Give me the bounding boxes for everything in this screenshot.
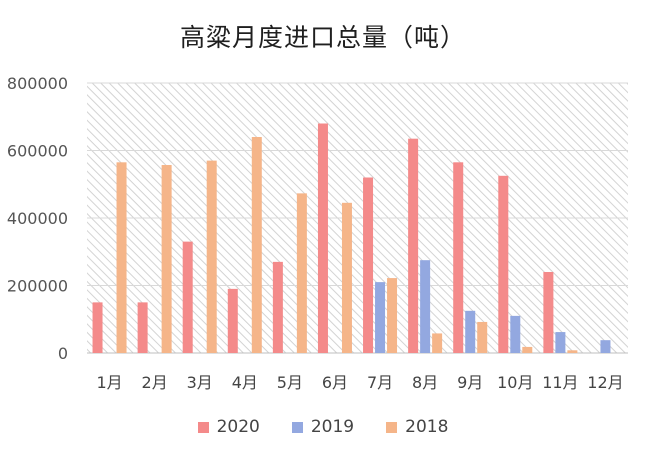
bar-2018-7 <box>387 278 398 353</box>
bar-2019-7 <box>375 282 386 353</box>
y-tick-label: 200000 <box>7 277 68 296</box>
bar-2020-11 <box>543 272 554 353</box>
legend-item-2018: 2018 <box>386 417 448 437</box>
bar-2018-1 <box>116 162 127 353</box>
bar-2020-4 <box>227 288 238 353</box>
x-tick-label: 3月 <box>187 373 213 392</box>
bar-2019-11 <box>555 332 566 353</box>
legend-label: 2020 <box>216 417 260 437</box>
x-tick-label: 11月 <box>542 373 578 392</box>
chart-title: 高粱月度进口总量（吨） <box>179 23 466 52</box>
y-tick-label: 600000 <box>7 142 68 161</box>
bar-2020-8 <box>408 138 419 353</box>
x-tick-label: 5月 <box>277 373 303 392</box>
bar-2018-3 <box>206 160 217 353</box>
bar-2020-5 <box>272 261 283 353</box>
bar-2018-8 <box>432 333 443 353</box>
bar-2018-4 <box>251 137 262 353</box>
x-tick-label: 10月 <box>497 373 533 392</box>
bar-2018-2 <box>161 165 172 353</box>
bar-2019-9 <box>465 310 476 353</box>
bar-2020-1 <box>92 302 103 353</box>
legend-swatch <box>386 421 398 433</box>
y-tick-label: 400000 <box>7 209 68 228</box>
bar-2018-6 <box>341 202 352 353</box>
chart-legend: 2020 2019 2018 <box>0 417 646 437</box>
legend-swatch <box>291 421 303 433</box>
bar-2020-10 <box>498 175 509 353</box>
y-tick-label: 800000 <box>7 74 68 93</box>
x-tick-label: 12月 <box>587 373 623 392</box>
bar-2020-9 <box>453 162 464 353</box>
bar-2020-2 <box>137 302 148 353</box>
y-tick-label: 0 <box>58 344 68 363</box>
x-tick-label: 4月 <box>232 373 258 392</box>
bar-2019-12 <box>600 340 611 353</box>
x-tick-label: 9月 <box>457 373 483 392</box>
bar-2019-10 <box>510 315 521 353</box>
bar-2018-5 <box>296 193 307 353</box>
legend-item-2019: 2019 <box>291 417 355 437</box>
bar-2018-9 <box>477 321 488 353</box>
bar-2019-8 <box>420 260 431 353</box>
x-tick-label: 2月 <box>142 373 168 392</box>
bar-chart: 0 200000 400000 600000 800000 1月 2月 3月 4月 5月 6月 7月 8… <box>7 74 628 392</box>
bar-2020-7 <box>363 177 374 353</box>
bar-2020-3 <box>182 241 193 353</box>
x-tick-label: 6月 <box>322 373 348 392</box>
x-tick-label: 7月 <box>367 373 393 392</box>
bar-2018-11 <box>567 350 578 353</box>
bar-2020-6 <box>317 123 328 353</box>
legend-item-2020: 2020 <box>197 417 260 437</box>
legend-swatch <box>197 421 209 433</box>
x-tick-label: 1月 <box>96 373 122 392</box>
legend-label: 2019 <box>310 417 355 437</box>
bar-2018-10 <box>522 346 533 353</box>
legend-label: 2018 <box>405 417 449 437</box>
x-tick-label: 8月 <box>412 373 438 392</box>
